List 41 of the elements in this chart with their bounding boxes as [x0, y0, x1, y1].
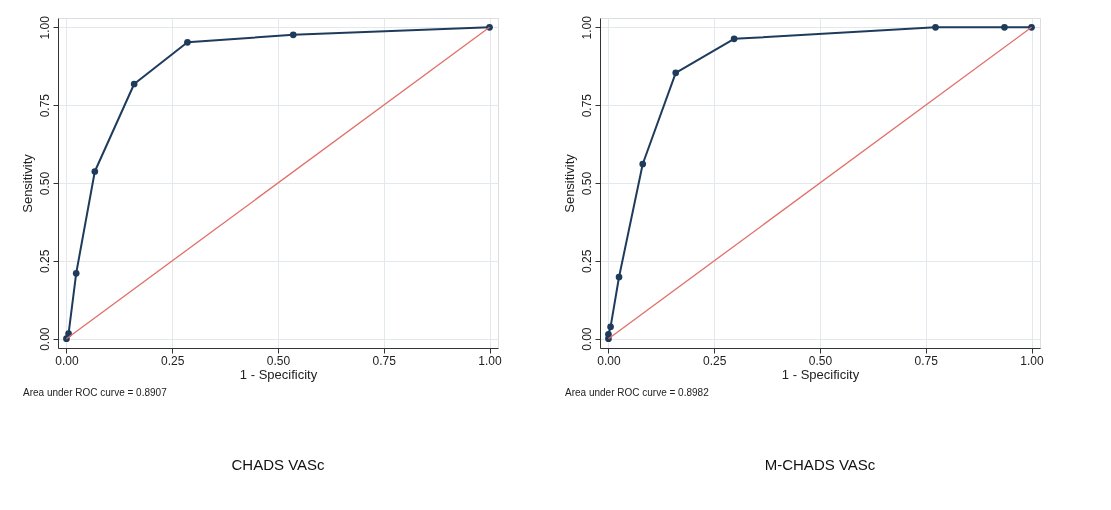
x-tick-label: 0.00: [55, 353, 79, 368]
point: [607, 323, 614, 331]
text: Area under ROC curve = 0.8982: [565, 387, 710, 398]
point: [639, 160, 647, 168]
point: [130, 80, 138, 88]
y-tick-label: 0.50: [579, 171, 594, 196]
point: [932, 23, 939, 31]
x-tick-label: 0.50: [808, 353, 833, 368]
x-tick-label: 1.00: [1020, 353, 1045, 368]
y-tick-label: 0.75: [37, 93, 52, 118]
x-tick-label: 0.50: [266, 353, 291, 368]
y-tick-label: 0.25: [37, 249, 52, 274]
y-tick-label: 0.25: [579, 249, 594, 274]
point: [289, 31, 297, 39]
text: Area under ROC curve = 0.8907: [23, 387, 168, 398]
point: [605, 330, 612, 338]
point: [1001, 23, 1008, 31]
x-tick-label: 0.75: [372, 353, 397, 368]
text: CHADS VASc: [231, 456, 326, 473]
point: [91, 168, 99, 175]
y-tick-label: 1.00: [37, 15, 52, 40]
y-tick-label: 0.50: [37, 171, 52, 196]
point: [672, 69, 680, 77]
x-tick-label: 0.75: [914, 353, 939, 368]
x-tick-label: 0.00: [597, 353, 621, 368]
y-axis-title: Sensitivity: [19, 153, 35, 213]
point: [615, 273, 623, 281]
y-tick-label: 0.75: [579, 93, 594, 118]
y-axis-title: Sensitivity: [561, 153, 577, 213]
y-tick-label: 1.00: [579, 15, 594, 40]
y-tick-label: 0.00: [37, 327, 52, 351]
x-axis-title: 1 - Specificity: [239, 366, 318, 382]
point: [184, 38, 191, 46]
y-tick-label: 0.00: [579, 327, 594, 351]
text: M-CHADS VASc: [764, 456, 876, 473]
x-tick-label: 0.25: [161, 353, 185, 368]
x-tick-label: 1.00: [478, 353, 503, 368]
x-axis-title: 1 - Specificity: [781, 366, 860, 382]
point: [72, 269, 80, 277]
x-tick-label: 0.25: [703, 353, 727, 368]
point: [730, 35, 738, 43]
